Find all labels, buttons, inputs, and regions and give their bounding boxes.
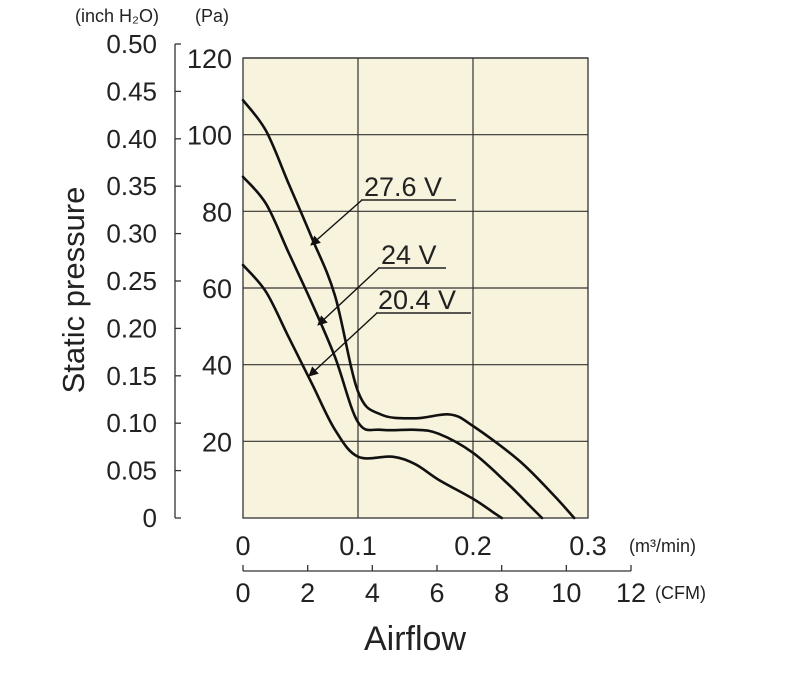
y-inch-tick-label-4: 0.30 [106,219,157,249]
x-cfm-tick-label-3: 6 [429,578,444,608]
x-cfm-tick-label-4: 8 [494,578,509,608]
x-cfm-axis: 0 2 4 6 8 10 12 [235,565,646,608]
label-24v-text: 24 V [381,240,437,270]
plot-frame [242,57,589,519]
x-m3min-axis: 0 0.1 0.2 0.3 [235,531,606,561]
series-20-4-v [241,263,504,520]
x-cfm-tick-label-6: 12 [616,578,646,608]
unit-pa: (Pa) [195,6,229,26]
unit-cfm: (CFM) [655,583,706,603]
series-24-v [241,175,544,520]
y-pa-tick-label-3: 60 [202,274,232,304]
y-pa-tick-label-4: 40 [202,351,232,381]
y-inch-tick-label-0: 0.50 [106,29,157,59]
y-inch-tick-label-6: 0.20 [106,313,157,343]
x-cfm-tick-label-0: 0 [235,578,250,608]
y-pa-tick-label-0: 120 [187,44,232,74]
y-inch-tick-label-9: 0.05 [106,456,157,486]
x-m3min-tick-label-2: 0.2 [454,531,492,561]
label-20-4v: 20.4 V [376,285,471,315]
curves [241,98,576,520]
y-inch-tick-label-7: 0.15 [106,361,157,391]
leader-24v [317,267,380,326]
y-inch-tick-label-1: 0.45 [106,76,157,106]
leader-27-6v [310,199,363,246]
x-cfm-tick-label-5: 10 [551,578,581,608]
y-inch-tick-label-10: 0 [143,503,157,533]
label-20-4v-text: 20.4 V [378,285,456,315]
x-axis-title: Airflow [364,620,466,658]
y-pa-tick-label-5: 20 [202,427,232,457]
y-pa-tick-label-1: 100 [187,121,232,151]
leader-20-4v [308,312,378,377]
label-27-6v: 27.6 V [361,172,456,202]
series-27-6-v [241,98,576,520]
y-inch-tick-label-2: 0.40 [106,124,157,154]
y-axis-title: Static pressure [56,187,91,394]
y-pa-axis: 120 100 80 60 40 20 [187,44,232,457]
unit-m3min: (m³/min) [629,536,696,556]
unit-inch-h2o: (inch H₂O) [75,6,159,26]
x-cfm-tick-label-1: 2 [300,578,315,608]
x-cfm-tick-label-2: 4 [365,578,380,608]
y-pa-tick-label-2: 80 [202,197,232,227]
label-24v: 24 V [378,240,446,270]
label-leaders [308,199,380,377]
y-inch-tick-label-5: 0.25 [106,266,157,296]
y-inch-tick-label-3: 0.35 [106,171,157,201]
x-m3min-tick-label-3: 0.3 [569,531,607,561]
y-inch-axis: 0.50 0.45 0.40 0.35 0.30 0.25 0.20 0.15 0.10 0.05… [106,29,181,533]
label-27-6v-text: 27.6 V [364,172,442,202]
y-inch-tick-label-8: 0.10 [106,408,157,438]
x-m3min-tick-label-1: 0.1 [339,531,377,561]
x-m3min-tick-label-0: 0 [235,531,250,561]
